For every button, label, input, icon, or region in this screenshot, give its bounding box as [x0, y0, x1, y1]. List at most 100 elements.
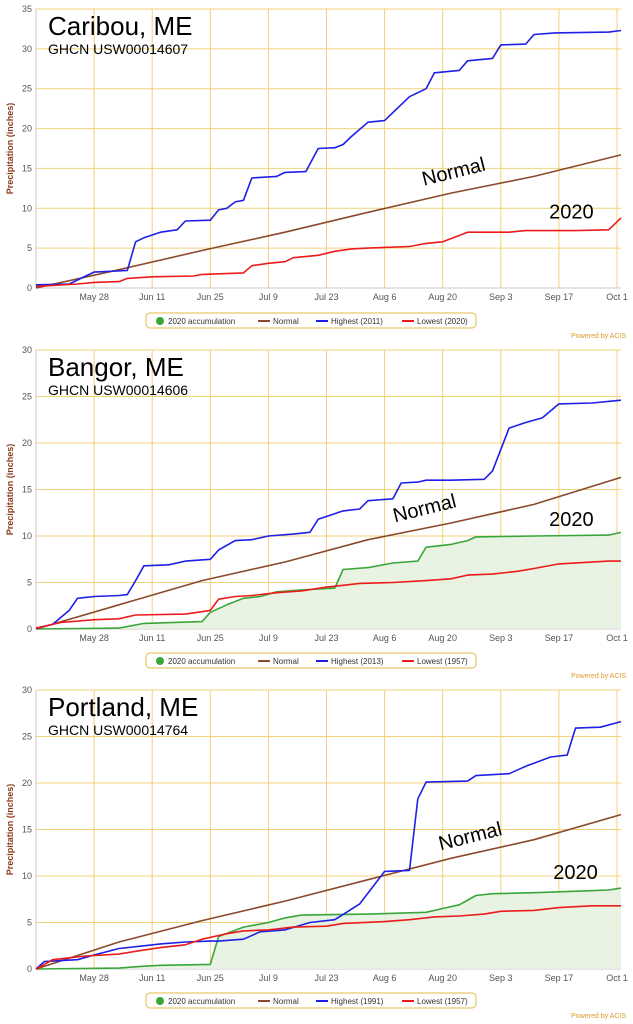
station-id: GHCN USW00014606	[48, 382, 188, 398]
x-tick-label: Aug 20	[428, 633, 457, 643]
y-tick-label: 10	[22, 871, 32, 881]
x-tick-label: Jun 25	[197, 633, 224, 643]
x-tick-label: Oct 1	[606, 633, 628, 643]
x-tick-label: May 28	[79, 973, 109, 983]
y-tick-label: 10	[22, 531, 32, 541]
x-tick-label: Jul 23	[314, 633, 338, 643]
y-tick-label: 25	[22, 84, 32, 94]
legend-label: Highest (1991)	[331, 997, 384, 1006]
x-tick-label: Sep 3	[489, 633, 513, 643]
x-tick-label: Aug 6	[373, 292, 397, 302]
x-tick-label: Oct 1	[606, 973, 628, 983]
legend-box	[145, 312, 477, 329]
x-tick-label: Jul 9	[259, 633, 278, 643]
legend-label: 2020 accumulation	[168, 317, 235, 326]
legend-marker-2020	[156, 997, 164, 1005]
x-tick-label: Sep 17	[545, 973, 574, 983]
y-tick-label: 20	[22, 124, 32, 134]
annotation-2020: 2020	[549, 509, 594, 531]
x-tick-label: Jun 11	[139, 973, 165, 983]
station-title: Caribou, ME	[48, 11, 193, 41]
y-tick-label: 30	[22, 685, 32, 695]
legend-label: Highest (2013)	[331, 657, 384, 666]
x-tick-label: Jul 23	[314, 292, 338, 302]
series-area-2020	[36, 532, 621, 629]
series-line-highest-2013	[35, 399, 622, 629]
legend: 2020 accumulation Normal Highest (1991) Low…	[145, 992, 477, 1009]
y-tick-label: 5	[27, 243, 32, 253]
legend-label: 2020 accumulation	[168, 997, 235, 1006]
y-tick-label: 15	[22, 485, 32, 495]
legend-box	[145, 992, 477, 1009]
x-tick-label: Jul 9	[259, 292, 278, 302]
series-line-lowest-2020	[35, 217, 622, 288]
powered-by: Powered by ACIS	[571, 333, 626, 340]
y-tick-label: 0	[27, 624, 32, 634]
station-id: GHCN USW00014764	[48, 722, 188, 738]
legend: 2020 accumulation Normal Highest (2011) Low…	[145, 312, 477, 329]
x-tick-label: Sep 3	[489, 292, 513, 302]
legend-label: Normal	[273, 657, 299, 666]
x-tick-label: May 28	[79, 633, 109, 643]
chart-panel-2: 0 5 10 15 20 25 30 May 28 Jun 11 Jun 25 Jul 9 Jul 2…	[5, 345, 628, 680]
y-tick-label: 5	[27, 578, 32, 588]
annotation-2020: 2020	[553, 862, 598, 884]
legend-marker-2020	[156, 657, 164, 665]
series-line-normal	[35, 476, 622, 630]
y-tick-label: 30	[22, 345, 32, 355]
legend-label: Normal	[273, 997, 299, 1006]
y-tick-label: 20	[22, 438, 32, 448]
chart-panel-1: 0 5 10 15 20 25 30 35 May 28 Jun 11 Jun 25 Jul 9 Jul…	[5, 4, 628, 340]
series-line-normal	[35, 154, 622, 289]
x-tick-label: Jun 25	[197, 973, 224, 983]
series-line-lowest-1957	[35, 560, 621, 629]
series-line-highest-1991	[35, 720, 622, 970]
x-tick-label: Aug 6	[373, 633, 397, 643]
legend-marker-2020	[156, 317, 164, 325]
series-line-normal	[35, 813, 622, 970]
x-tick-label: Oct 1	[606, 292, 628, 302]
y-tick-label: 25	[22, 732, 32, 742]
series-line-lowest-1957	[35, 905, 621, 970]
y-tick-label: 35	[22, 4, 32, 14]
x-tick-label: Aug 6	[373, 973, 397, 983]
x-tick-label: Sep 3	[489, 973, 513, 983]
x-tick-label: Jul 9	[259, 973, 278, 983]
station-title: Portland, ME	[48, 692, 198, 722]
legend-label: Lowest (1957)	[417, 657, 468, 666]
series-line-2020-accumulation	[35, 531, 622, 630]
x-tick-label: Aug 20	[428, 973, 457, 983]
legend: 2020 accumulation Normal Highest (2013) Low…	[145, 652, 477, 669]
x-tick-label: Jun 11	[139, 292, 165, 302]
y-tick-label: 20	[22, 778, 32, 788]
y-axis-label: Precipitation (inches)	[5, 103, 15, 195]
legend-label: 2020 accumulation	[168, 657, 235, 666]
y-tick-label: 15	[22, 163, 32, 173]
y-tick-label: 0	[27, 283, 32, 293]
x-tick-label: Jun 11	[139, 633, 165, 643]
y-tick-label: 25	[22, 392, 32, 402]
powered-by: Powered by ACIS	[571, 673, 626, 680]
y-tick-label: 10	[22, 203, 32, 213]
x-tick-label: Sep 17	[545, 292, 574, 302]
series-area-2020	[36, 888, 621, 969]
x-tick-label: Jun 25	[197, 292, 224, 302]
legend-label: Normal	[273, 317, 299, 326]
x-tick-label: Jul 23	[314, 973, 338, 983]
annotation-2020: 2020	[549, 202, 594, 224]
station-title: Bangor, ME	[48, 352, 184, 382]
y-axis-label: Precipitation (inches)	[5, 784, 15, 876]
x-tick-label: Aug 20	[428, 292, 457, 302]
y-tick-label: 5	[27, 918, 32, 928]
y-tick-label: 15	[22, 825, 32, 835]
chart-panel-3: 0 5 10 15 20 25 30 May 28 Jun 11 Jun 25 Jul 9 Jul 2…	[5, 685, 628, 1020]
x-tick-label: Sep 17	[545, 633, 574, 643]
legend-label: Lowest (2020)	[417, 317, 468, 326]
legend-label: Lowest (1957)	[417, 997, 468, 1006]
legend-box	[145, 652, 477, 669]
station-id: GHCN USW00014607	[48, 41, 188, 57]
y-tick-label: 30	[22, 44, 32, 54]
series-line-2020-accumulation	[35, 887, 622, 970]
legend-label: Highest (2011)	[331, 317, 383, 326]
